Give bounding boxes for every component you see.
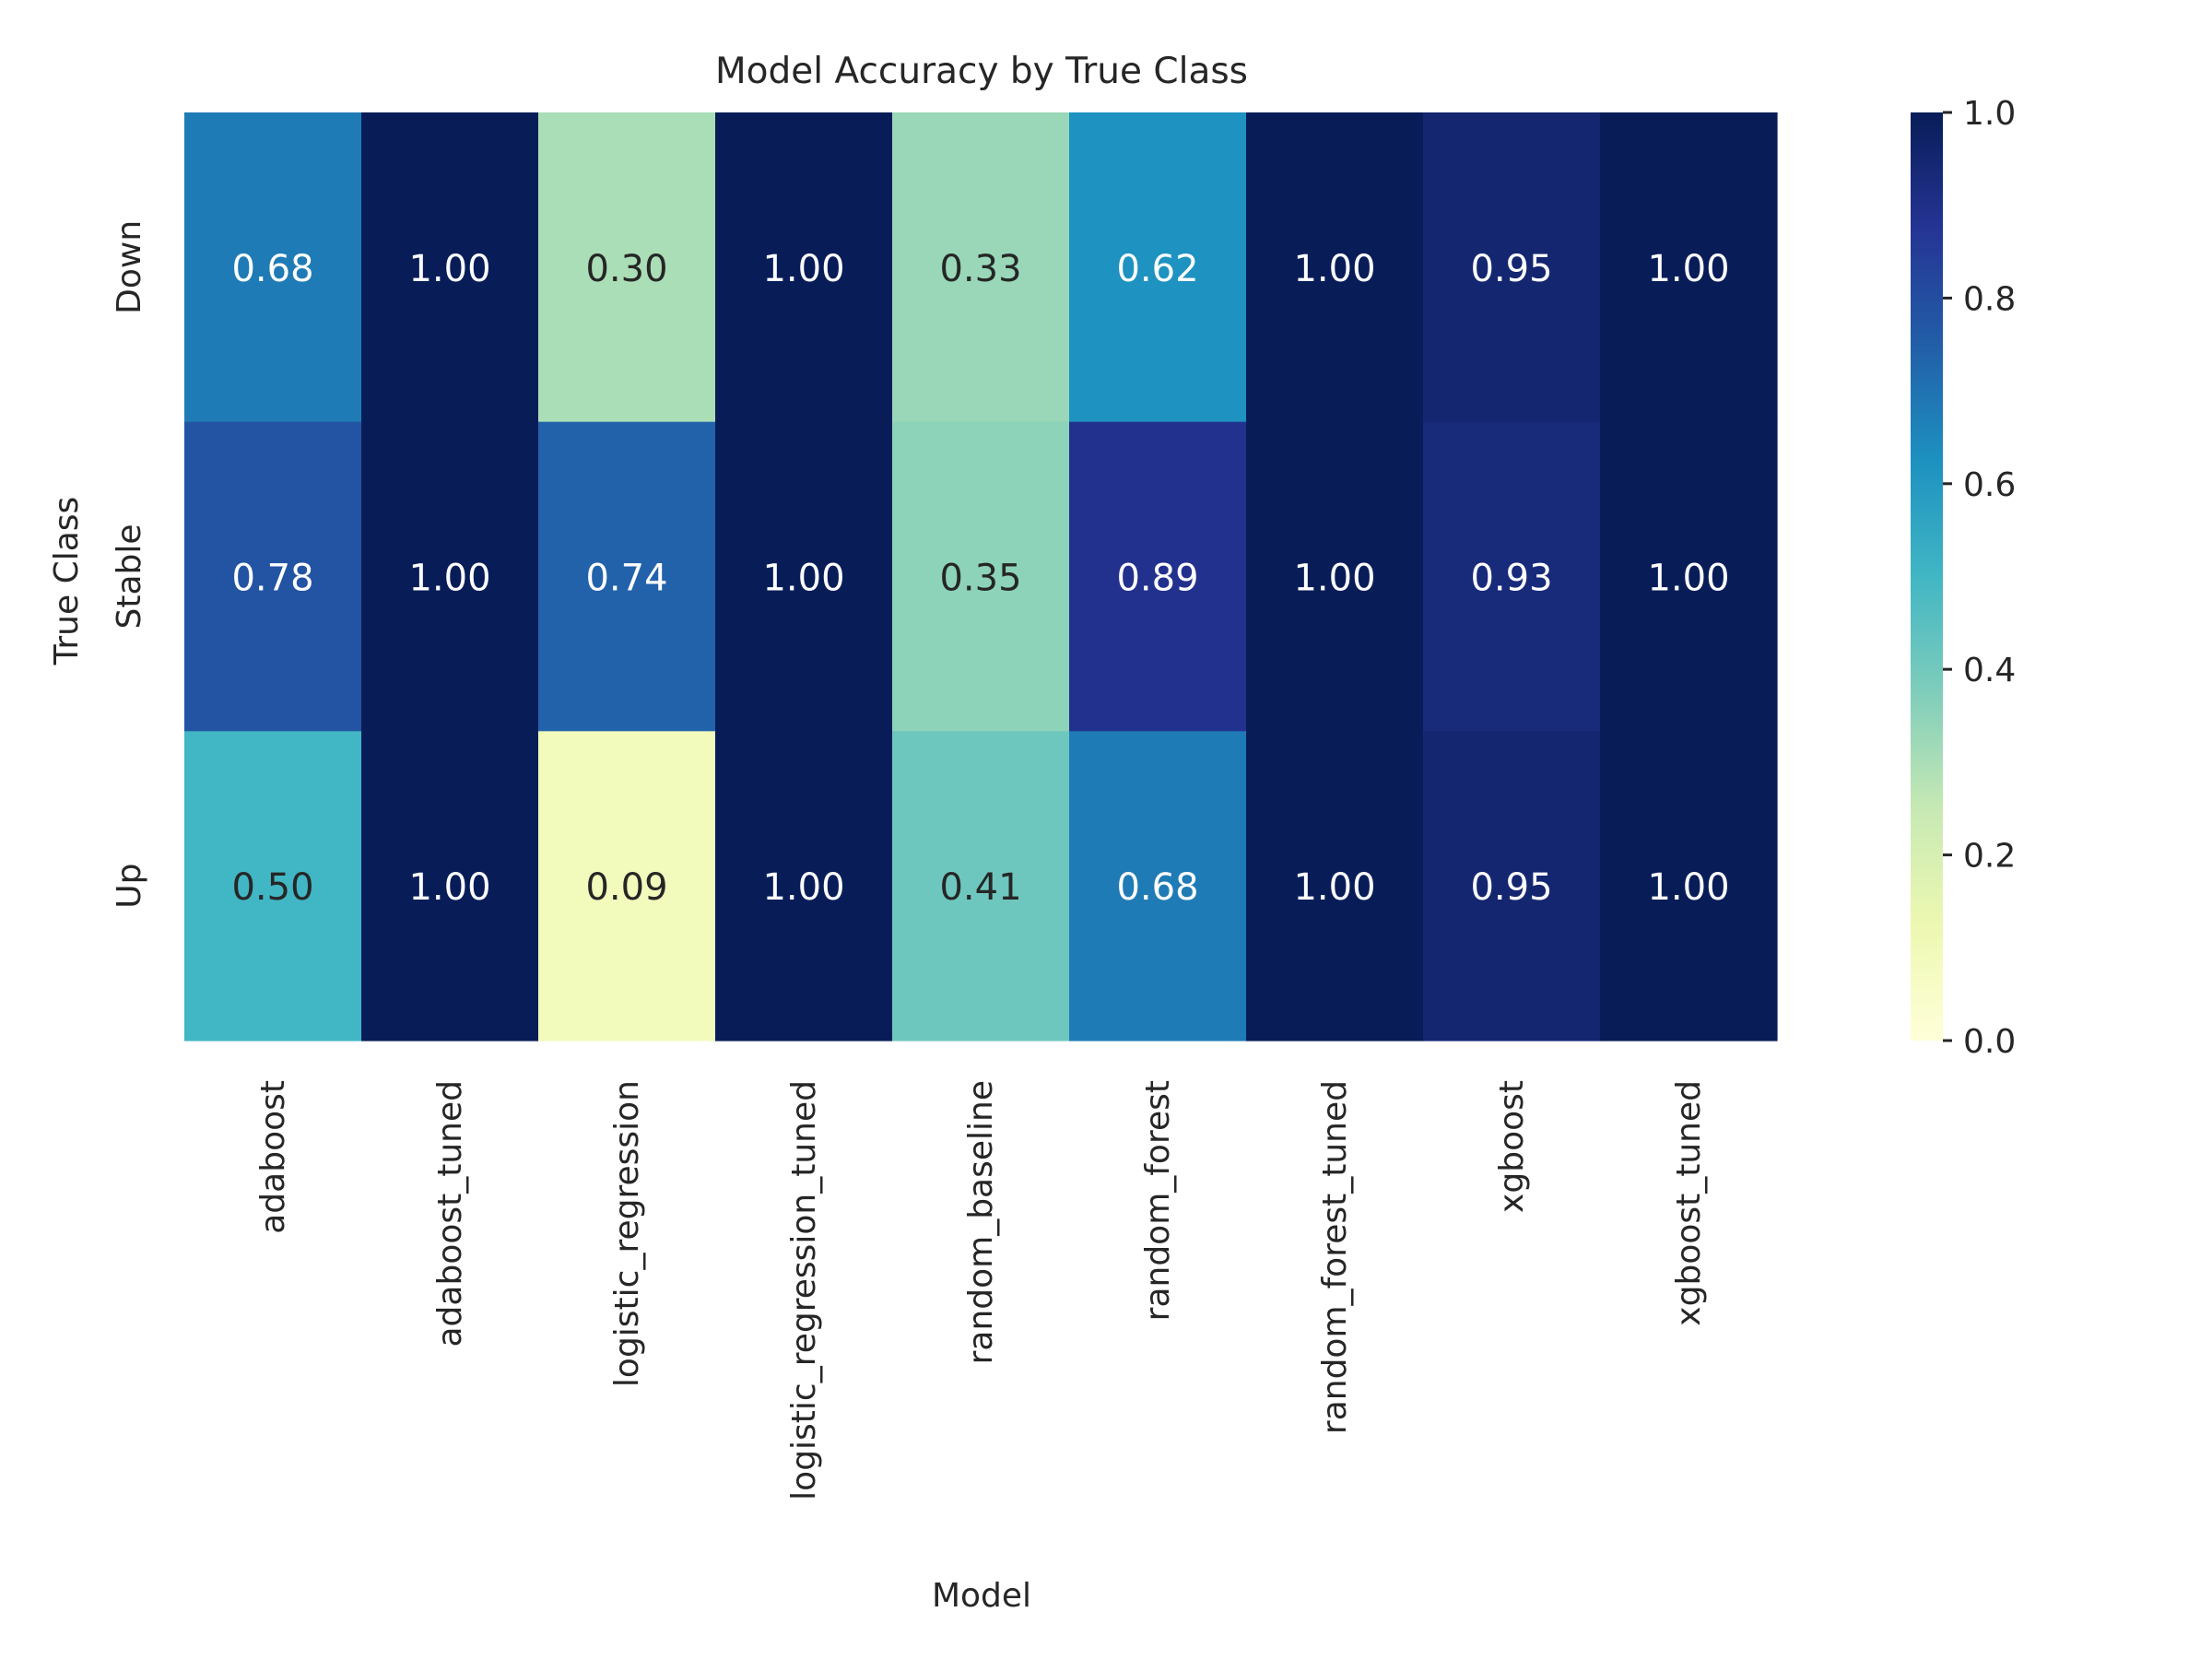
- colorbar-ticks: 0.0 0.2 0.4 0.6 0.8 1.0: [1943, 95, 2016, 1061]
- cell-value-label: 0.95: [1470, 866, 1552, 909]
- x-tick-label: xgboost: [1493, 1080, 1531, 1213]
- chart-title: Model Accuracy by True Class: [715, 51, 1248, 92]
- heatmap-cell: [1069, 112, 1247, 423]
- heatmap-cell: [715, 421, 893, 732]
- colorbar-tick-label: 0.8: [1963, 280, 2016, 318]
- y-tick-labels: Down Stable Up: [111, 220, 148, 909]
- heatmap-cell: [1069, 421, 1247, 732]
- y-axis-label: True Class: [48, 497, 86, 666]
- cell-value-label: 0.62: [1116, 248, 1198, 290]
- heatmap-cell: [715, 112, 893, 423]
- cell-value-label: 0.68: [231, 248, 313, 290]
- heatmap-cell: [892, 731, 1070, 1041]
- colorbar-tick-label: 0.6: [1963, 466, 2016, 504]
- heatmap-cell: [538, 421, 716, 732]
- x-axis-label: Model: [932, 1577, 1031, 1615]
- cell-value-label: 1.00: [1293, 866, 1375, 909]
- heatmap-cell: [361, 731, 539, 1041]
- heatmap-cell: [361, 112, 539, 423]
- cell-value-label: 1.00: [408, 866, 490, 909]
- heatmap-cell: [1246, 112, 1424, 423]
- heatmap-cell: [1600, 421, 1778, 732]
- x-tick-label: adaboost_tuned: [431, 1080, 469, 1347]
- cell-value-label: 1.00: [1647, 558, 1729, 600]
- cell-value-label: 1.00: [408, 248, 490, 290]
- heatmap-cell: [184, 421, 362, 732]
- cell-value-label: 0.93: [1470, 558, 1552, 600]
- y-tick-label: Down: [111, 220, 148, 314]
- x-tick-label: logistic_regression_tuned: [785, 1080, 823, 1500]
- heatmap-cell: [538, 112, 716, 423]
- cell-value-label: 0.50: [231, 866, 313, 909]
- cell-value-label: 0.33: [939, 248, 1021, 290]
- cell-value-label: 1.00: [762, 558, 844, 600]
- colorbar-gradient: [1911, 112, 1943, 1041]
- cell-value-label: 0.89: [1116, 558, 1198, 600]
- heatmap-cell: [1600, 112, 1778, 423]
- heatmap-cell: [361, 421, 539, 732]
- cell-value-label: 0.74: [585, 558, 667, 600]
- colorbar-tick-label: 0.0: [1963, 1023, 2016, 1061]
- cell-value-label: 0.95: [1470, 248, 1552, 290]
- y-tick-label: Up: [111, 864, 148, 909]
- heatmap-cell-labels: 0.68 1.00 0.30 1.00 0.33 0.62 1.00 0.95 1.00 0.78…: [231, 248, 1729, 909]
- cell-value-label: 0.09: [585, 866, 667, 909]
- heatmap-cell: [1246, 731, 1424, 1041]
- cell-value-label: 1.00: [762, 248, 844, 290]
- cell-value-label: 1.00: [1293, 558, 1375, 600]
- colorbar-tick-label: 0.2: [1963, 838, 2016, 876]
- cell-value-label: 1.00: [1293, 248, 1375, 290]
- heatmap-cell: [1423, 731, 1601, 1041]
- heatmap-cells: [184, 112, 1778, 1041]
- cell-value-label: 0.41: [939, 866, 1021, 909]
- heatmap-cell: [184, 112, 362, 423]
- x-tick-labels: adaboost adaboost_tuned logistic_regressio…: [254, 1080, 1708, 1500]
- x-tick-label: random_baseline: [962, 1080, 1000, 1364]
- colorbar: 0.0 0.2 0.4 0.6 0.8 1.0: [1911, 95, 2016, 1061]
- heatmap-cell: [892, 421, 1070, 732]
- heatmap-cell: [892, 112, 1070, 423]
- heatmap-cell: [1423, 112, 1601, 423]
- x-tick-label: random_forest_tuned: [1316, 1080, 1354, 1434]
- cell-value-label: 1.00: [1647, 248, 1729, 290]
- cell-value-label: 0.68: [1116, 866, 1198, 909]
- cell-value-label: 0.35: [939, 558, 1021, 600]
- colorbar-tick-label: 0.4: [1963, 652, 2016, 689]
- heatmap-cell: [715, 731, 893, 1041]
- cell-value-label: 1.00: [1647, 866, 1729, 909]
- cell-value-label: 1.00: [762, 866, 844, 909]
- colorbar-tick-label: 1.0: [1963, 95, 2016, 133]
- x-tick-label: random_forest: [1139, 1080, 1177, 1321]
- x-tick-label: xgboost_tuned: [1670, 1080, 1708, 1326]
- cell-value-label: 1.00: [408, 558, 490, 600]
- heatmap-cell: [1069, 731, 1247, 1041]
- heatmap-cell: [1600, 731, 1778, 1041]
- cell-value-label: 0.78: [231, 558, 313, 600]
- y-tick-label: Stable: [111, 524, 148, 629]
- x-tick-label: logistic_regression: [608, 1080, 646, 1387]
- heatmap-cell: [184, 731, 362, 1041]
- heatmap-cell: [538, 731, 716, 1041]
- heatmap-cell: [1246, 421, 1424, 732]
- x-tick-label: adaboost: [254, 1080, 292, 1234]
- cell-value-label: 0.30: [585, 248, 667, 290]
- heatmap-cell: [1423, 421, 1601, 732]
